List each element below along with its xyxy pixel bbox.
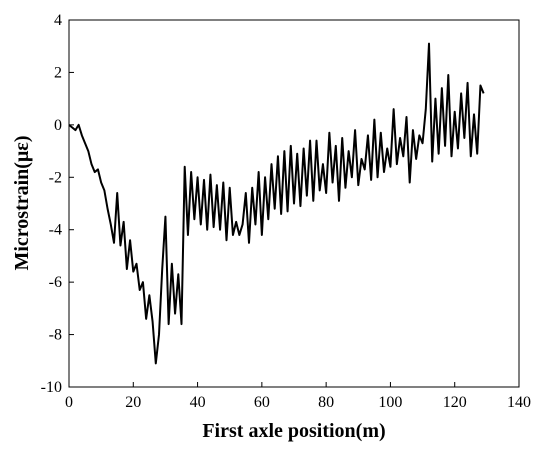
x-tick-label: 80 [318,394,334,411]
y-tick-label: -8 [49,327,62,344]
y-tick-label: 4 [54,12,62,29]
y-axis-ticks: 4 2 0 -2 -4 -6 -8 -10 [41,12,74,396]
y-tick-label: -10 [41,379,62,396]
y-tick-label: -4 [49,222,62,239]
microstrain-series-line [68,42,485,365]
y-axis-label: Microstrain(με) [11,135,33,270]
x-tick-label: 60 [254,394,270,411]
y-tick-label: -2 [49,169,62,186]
x-axis-ticks: 0 20 40 60 80 100 120 140 [65,382,531,411]
plot-frame [68,19,520,388]
x-tick-label: 140 [507,394,531,411]
x-axis-label: First axle position(m) [202,420,385,442]
y-tick-label: 0 [54,117,62,134]
x-tick-label: 0 [65,394,73,411]
x-tick-label: 20 [125,394,141,411]
y-tick-label: -6 [49,274,62,291]
y-tick-label: 2 [54,64,62,81]
x-tick-label: 40 [190,394,206,411]
x-tick-label: 100 [378,394,402,411]
x-tick-label: 120 [443,394,467,411]
